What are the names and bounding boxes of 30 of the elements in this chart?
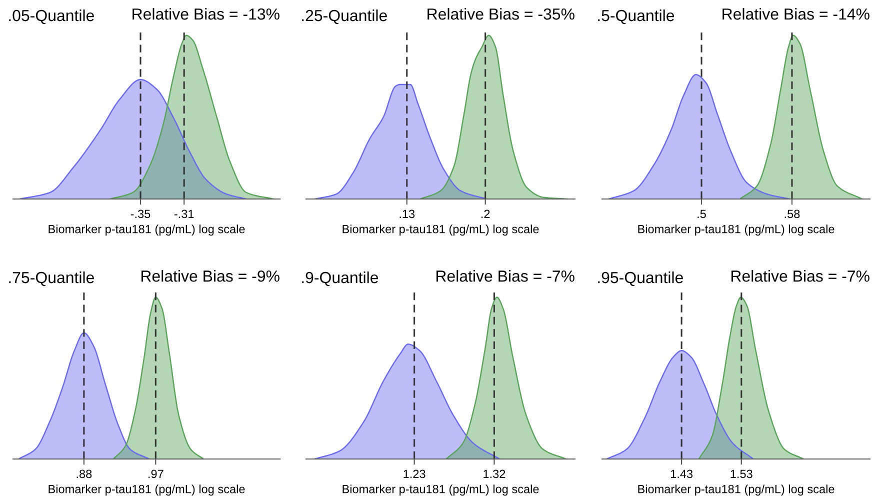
x-axis-title: Biomarker p-tau181 (pg/mL) log scale bbox=[342, 224, 539, 236]
chart-title: .95-Quantile bbox=[598, 271, 683, 286]
text: Relative Bias = -7% bbox=[731, 270, 870, 282]
x-tick-label: -.31 bbox=[174, 210, 194, 218]
x-axis-title: Biomarker p-tau181 (pg/mL) log scale bbox=[638, 484, 834, 496]
text: Relative Bias = -9% bbox=[141, 270, 280, 282]
x-axis-title: Biomarker p-tau181 (pg/mL) log scale bbox=[638, 224, 834, 236]
chart-title: .25-Quantile bbox=[302, 9, 387, 24]
x-axis-title: Biomarker p-tau181 (pg/mL) log scale bbox=[342, 484, 539, 496]
text: Relative Bias = -14% bbox=[722, 8, 870, 20]
x-tick-label: 1.23 bbox=[404, 470, 426, 478]
x-axis-title: Biomarker p-tau181 (pg/mL) log scale bbox=[48, 484, 245, 496]
text: Relative Bias = -7% bbox=[436, 270, 574, 282]
x-tick-label: .88 bbox=[76, 470, 92, 478]
chart-title: .05-Quantile bbox=[9, 9, 94, 24]
x-tick-label: .58 bbox=[784, 210, 800, 218]
chart-title: .75-Quantile bbox=[9, 271, 94, 286]
x-tick-label: 1.53 bbox=[730, 470, 752, 478]
x-tick-label: .97 bbox=[148, 470, 164, 478]
x-tick-label: .5 bbox=[698, 210, 706, 218]
x-tick-label: 1.43 bbox=[670, 470, 693, 478]
text: Relative Bias = -13% bbox=[132, 8, 280, 20]
x-tick-label: .2 bbox=[481, 210, 490, 218]
x-axis-title: Biomarker p-tau181 (pg/mL) log scale bbox=[48, 224, 245, 236]
chart-title: .9-Quantile bbox=[302, 271, 378, 286]
text: Relative Bias = -35% bbox=[428, 8, 574, 20]
x-tick-label: 1.32 bbox=[484, 470, 506, 478]
x-tick-label: -.35 bbox=[130, 210, 150, 218]
x-tick-label: .13 bbox=[400, 210, 415, 218]
chart-title: .5-Quantile bbox=[598, 9, 674, 24]
